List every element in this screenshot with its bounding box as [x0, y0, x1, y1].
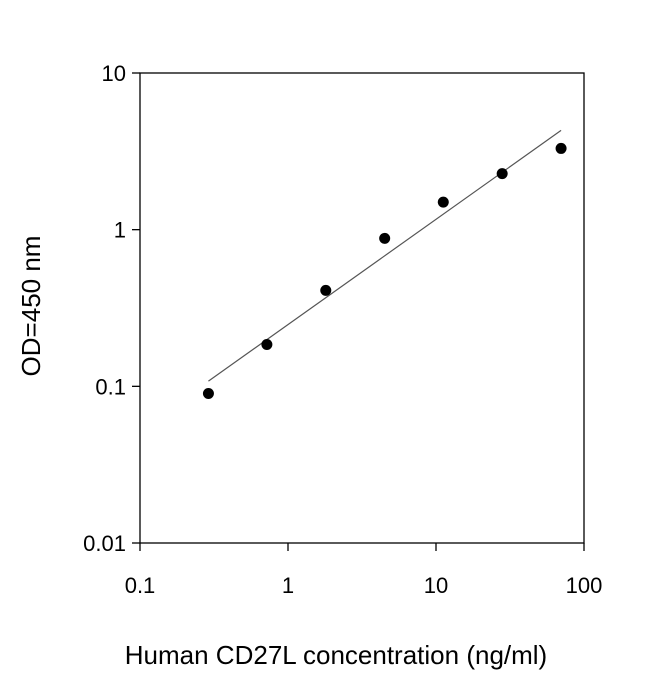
- y-tick-label: 10: [102, 61, 126, 86]
- data-point: [320, 284, 332, 296]
- plot-frame: [139, 72, 585, 544]
- y-axis-title: OD=450 nm: [16, 236, 46, 377]
- data-points: [202, 142, 567, 400]
- y-tick-label: 0.01: [83, 531, 126, 556]
- y-axis-ticks: 0.01 0.1 1 10: [83, 61, 140, 556]
- data-point: [437, 196, 449, 208]
- regression-line-group: [208, 129, 562, 382]
- x-axis-title: Human CD27L concentration (ng/ml): [125, 640, 547, 670]
- x-tick-label: 100: [566, 573, 603, 598]
- x-tick-label: 1: [282, 573, 294, 598]
- x-axis-ticks: 0.1 1 10 100: [125, 543, 603, 598]
- x-tick-label: 10: [424, 573, 448, 598]
- data-point: [379, 232, 391, 244]
- data-point: [555, 142, 567, 154]
- x-tick-label: 0.1: [125, 573, 156, 598]
- data-point: [202, 388, 214, 400]
- data-point: [496, 168, 508, 180]
- regression-line: [208, 129, 562, 382]
- y-tick-label: 1: [114, 218, 126, 243]
- y-tick-label: 0.1: [95, 374, 126, 399]
- data-point: [261, 338, 273, 350]
